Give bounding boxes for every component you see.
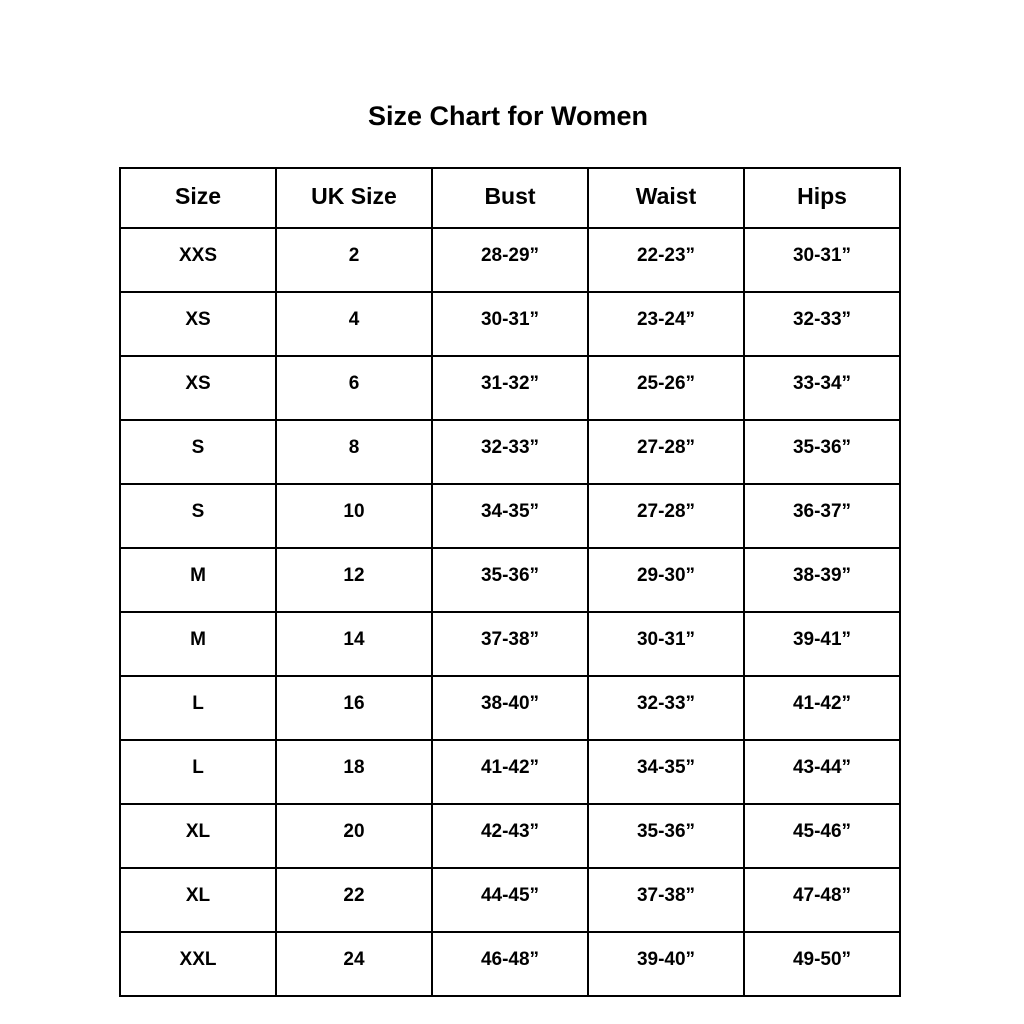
size-cell: S [119,483,277,549]
waist-cell: 29-30” [587,547,745,613]
bust-cell: 32-33” [431,419,589,485]
uk-size-cell: 16 [275,675,433,741]
hips-cell: 49-50” [743,931,901,997]
hips-cell: 33-34” [743,355,901,421]
table-row: XS 4 30-31” 23-24” 32-33” [119,291,901,357]
table-row: XXL 24 46-48” 39-40” 49-50” [119,931,901,997]
table-row: XL 20 42-43” 35-36” 45-46” [119,803,901,869]
waist-cell: 37-38” [587,867,745,933]
uk-size-cell: 2 [275,227,433,293]
size-cell: XXS [119,227,277,293]
uk-size-cell: 20 [275,803,433,869]
table-row: S 8 32-33” 27-28” 35-36” [119,419,901,485]
bust-cell: 35-36” [431,547,589,613]
bust-cell: 31-32” [431,355,589,421]
table-row: S 10 34-35” 27-28” 36-37” [119,483,901,549]
hips-cell: 32-33” [743,291,901,357]
table-row: L 18 41-42” 34-35” 43-44” [119,739,901,805]
table-row: XL 22 44-45” 37-38” 47-48” [119,867,901,933]
uk-size-cell: 10 [275,483,433,549]
waist-cell: 35-36” [587,803,745,869]
hips-cell: 36-37” [743,483,901,549]
uk-size-cell: 24 [275,931,433,997]
table-header: Size UK Size Bust Waist Hips [119,167,901,229]
size-cell: M [119,611,277,677]
page-title: Size Chart for Women [367,101,649,131]
waist-cell: 27-28” [587,419,745,485]
column-header: Waist [587,167,745,229]
bust-cell: 34-35” [431,483,589,549]
size-cell: XL [119,803,277,869]
uk-size-cell: 14 [275,611,433,677]
column-header: Size [119,167,277,229]
waist-cell: 30-31” [587,611,745,677]
uk-size-cell: 22 [275,867,433,933]
hips-cell: 45-46” [743,803,901,869]
hips-cell: 39-41” [743,611,901,677]
size-cell: XS [119,291,277,357]
size-cell: L [119,675,277,741]
hips-cell: 47-48” [743,867,901,933]
column-header: UK Size [275,167,433,229]
bust-cell: 46-48” [431,931,589,997]
uk-size-cell: 12 [275,547,433,613]
waist-cell: 23-24” [587,291,745,357]
bust-cell: 44-45” [431,867,589,933]
size-cell: XL [119,867,277,933]
bust-cell: 28-29” [431,227,589,293]
waist-cell: 34-35” [587,739,745,805]
bust-cell: 30-31” [431,291,589,357]
uk-size-cell: 18 [275,739,433,805]
size-cell: M [119,547,277,613]
size-cell: L [119,739,277,805]
header-row: Size UK Size Bust Waist Hips [119,167,901,229]
hips-cell: 35-36” [743,419,901,485]
column-header: Hips [743,167,901,229]
hips-cell: 30-31” [743,227,901,293]
size-cell: XXL [119,931,277,997]
table-row: M 12 35-36” 29-30” 38-39” [119,547,901,613]
table-row: M 14 37-38” 30-31” 39-41” [119,611,901,677]
bust-cell: 42-43” [431,803,589,869]
size-cell: S [119,419,277,485]
bust-cell: 41-42” [431,739,589,805]
waist-cell: 32-33” [587,675,745,741]
hips-cell: 41-42” [743,675,901,741]
uk-size-cell: 8 [275,419,433,485]
waist-cell: 25-26” [587,355,745,421]
hips-cell: 43-44” [743,739,901,805]
size-chart-table: Size UK Size Bust Waist Hips XXS 2 28-29” 22-23… [119,167,901,997]
hips-cell: 38-39” [743,547,901,613]
uk-size-cell: 4 [275,291,433,357]
table-row: XS 6 31-32” 25-26” 33-34” [119,355,901,421]
bust-cell: 37-38” [431,611,589,677]
waist-cell: 22-23” [587,227,745,293]
size-cell: XS [119,355,277,421]
table-row: XXS 2 28-29” 22-23” 30-31” [119,227,901,293]
bust-cell: 38-40” [431,675,589,741]
column-header: Bust [431,167,589,229]
uk-size-cell: 6 [275,355,433,421]
waist-cell: 27-28” [587,483,745,549]
table-row: L 16 38-40” 32-33” 41-42” [119,675,901,741]
waist-cell: 39-40” [587,931,745,997]
table-body: XXS 2 28-29” 22-23” 30-31” XS 4 30-31” 23-24” 32-… [119,227,901,997]
